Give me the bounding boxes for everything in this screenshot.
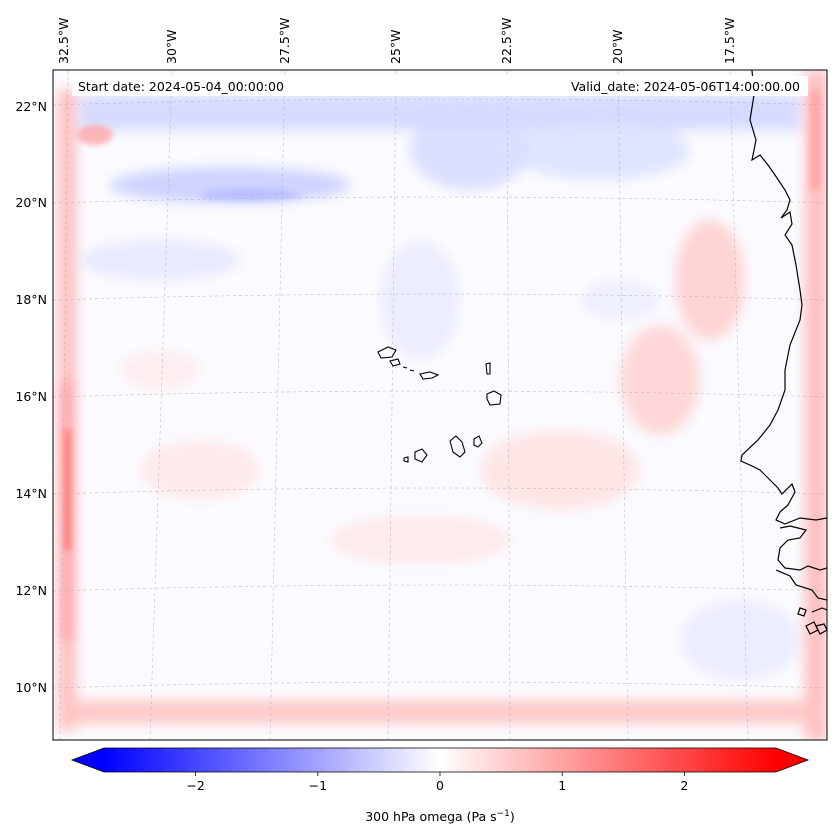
colorbar-tick-label: −2 <box>186 778 204 793</box>
lon-label: 17.5°W <box>722 18 737 64</box>
valid-date-label: Valid_date: 2024-05-06T14:00:00.00 <box>571 79 800 94</box>
colorbar-extend-min <box>72 748 104 772</box>
lon-label: 27.5°W <box>277 18 292 64</box>
longitude-labels: 32.5°W 30°W 27.5°W 25°W 22.5°W 20°W 17.5… <box>56 18 737 64</box>
lon-label: 22.5°W <box>499 18 514 64</box>
colorbar-tick-label: 0 <box>436 778 444 793</box>
lat-label: 20°N <box>15 195 47 210</box>
colorbar-ticks: −2 −1 0 1 2 <box>186 772 688 793</box>
lat-label: 16°N <box>15 389 47 404</box>
lon-label: 25°W <box>388 29 403 64</box>
lon-label: 32.5°W <box>56 18 71 64</box>
graticule <box>53 70 827 740</box>
lat-label: 12°N <box>15 583 47 598</box>
coastline-africa <box>740 70 827 635</box>
date-annotation-box <box>72 76 808 96</box>
lon-label: 30°W <box>164 29 179 64</box>
latitude-labels: 22°N 20°N 18°N 16°N 14°N 12°N 10°N <box>15 99 47 695</box>
start-date-label: Start date: 2024-05-04_00:00:00 <box>78 79 284 94</box>
colorbar-tick-label: 1 <box>558 778 566 793</box>
lat-label: 18°N <box>15 292 47 307</box>
lon-label: 20°W <box>610 29 625 64</box>
colorbar-tick-label: −1 <box>309 778 327 793</box>
colorbar-gradient <box>104 748 776 772</box>
colorbar-outline <box>70 747 810 773</box>
colorbar: −2 −1 0 1 2 300 hPa omega (Pa s−1) <box>70 747 810 824</box>
lat-label: 22°N <box>15 99 47 114</box>
colorbar-tick-label: 2 <box>680 778 688 793</box>
omega-field <box>53 70 827 740</box>
cape-verde-islands <box>377 346 502 463</box>
map-frame <box>52 69 828 741</box>
colorbar-label: 300 hPa omega (Pa s−1) <box>365 809 515 824</box>
lat-label: 14°N <box>15 486 47 501</box>
colorbar-extend-max <box>776 748 808 772</box>
lat-label: 10°N <box>15 680 47 695</box>
